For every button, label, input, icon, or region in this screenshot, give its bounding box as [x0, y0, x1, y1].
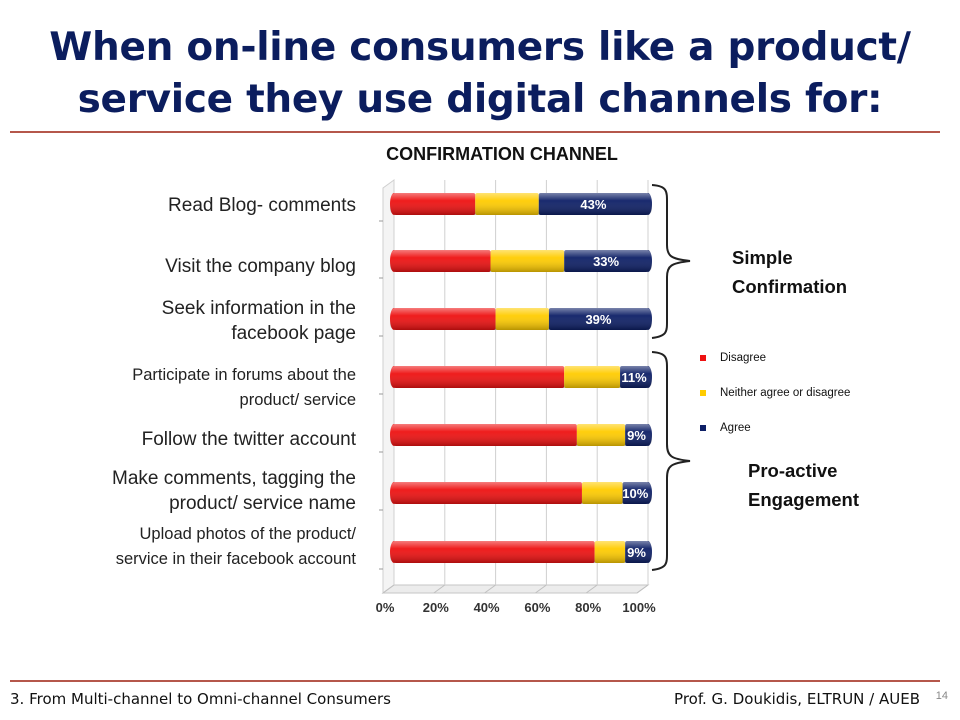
bar-row-forums	[390, 366, 652, 388]
chart-title: CONFIRMATION CHANNEL	[386, 144, 618, 164]
group-label-simple-confirmation: Simple Confirmation	[732, 243, 847, 301]
footer-author: Prof. G. Doukidis, ELTRUN / AUEB	[674, 690, 920, 708]
gridline-floor	[636, 584, 649, 594]
x-tick-label: 60%	[524, 600, 550, 615]
x-tick-label: 80%	[575, 600, 601, 615]
bar-shading	[390, 250, 652, 272]
gridline-floor	[433, 584, 446, 594]
gridline-floor	[484, 584, 496, 594]
slide-title: When on-line consumers like a product/ s…	[0, 22, 960, 126]
bar-row-comments	[390, 482, 652, 504]
group-label-line: Pro-active	[748, 460, 838, 481]
group-label-line: Confirmation	[732, 276, 848, 297]
legend-swatch	[700, 425, 706, 431]
data-label: 43%	[580, 197, 606, 212]
legend-label: Disagree	[720, 352, 767, 364]
data-label: 10%	[622, 486, 648, 501]
legend-swatch	[700, 390, 706, 396]
category-label-read-blog: Read Blog- comments	[168, 193, 356, 218]
bar-row-read-blog	[390, 193, 652, 215]
group-label-line: Engagement	[748, 489, 860, 510]
category-label-visit-blog: Visit the company blog	[165, 254, 356, 279]
category-label-line: Make comments, tagging the	[112, 468, 356, 489]
data-label: 33%	[593, 254, 619, 269]
category-label-comments: Make comments, tagging the product/ serv…	[112, 466, 356, 516]
bar-shading	[390, 541, 652, 563]
bar-shading	[390, 482, 652, 504]
footer-course-title: 3. From Multi-channel to Omni-channel Co…	[10, 690, 391, 708]
x-tick-label: 40%	[474, 600, 500, 615]
bar-row-photos	[390, 541, 652, 563]
data-label: 9%	[627, 545, 646, 560]
chart-labels: 0% 20% 40% 60% 80% 100% 43% 33% 39% 11% 9% 10% 9%	[376, 197, 656, 615]
bar-row-twitter	[390, 424, 652, 446]
page-number: 14	[935, 690, 948, 702]
category-label-facebook-page: Seek information in the facebook page	[162, 296, 356, 346]
bar-shading	[390, 193, 652, 215]
category-label-line: Participate in forums about the	[132, 366, 356, 384]
x-tick-label: 100%	[622, 600, 656, 615]
brace-proactive-engagement	[651, 351, 691, 571]
group-label-line: Simple	[732, 247, 793, 268]
category-label-line: Seek information in the	[161, 298, 356, 319]
category-label-forums: Participate in forums about the product/…	[132, 363, 356, 413]
bar-shading	[390, 366, 652, 388]
chart-floor	[381, 584, 650, 594]
data-label: 39%	[585, 312, 611, 327]
bar-row-visit-blog	[390, 250, 652, 272]
data-label: 9%	[627, 428, 646, 443]
category-label-line: service in their facebook account	[115, 550, 356, 568]
x-tick-label: 0%	[376, 600, 395, 615]
chart-bars	[390, 193, 652, 563]
legend-label: Agree	[720, 422, 751, 434]
category-label-line: Upload photos of the product/	[139, 525, 356, 543]
category-label-line: facebook page	[231, 323, 356, 344]
bar-shading	[390, 424, 652, 446]
data-label: 11%	[621, 370, 647, 385]
group-label-proactive-engagement: Pro-active Engagement	[748, 456, 859, 514]
category-label-line: product/ service name	[169, 493, 356, 514]
category-label-line: Read Blog- comments	[168, 195, 356, 216]
footer-divider	[10, 680, 940, 682]
category-label-line: Follow the twitter account	[141, 429, 356, 450]
title-divider	[10, 131, 940, 133]
slide-title-line-2: service they use digital channels for:	[77, 77, 883, 122]
category-label-line: Visit the company blog	[165, 256, 356, 277]
bar-row-facebook-page	[390, 308, 652, 330]
legend-swatch	[700, 355, 706, 361]
x-tick-label: 20%	[423, 600, 449, 615]
gridline-floor	[585, 584, 598, 594]
category-label-twitter: Follow the twitter account	[142, 427, 356, 452]
chart-grid	[379, 179, 650, 594]
gridline-floor	[382, 584, 395, 594]
brace-simple-confirmation	[651, 184, 691, 339]
bar-shading	[390, 308, 652, 330]
slide-title-line-1: When on-line consumers like a product/	[49, 25, 911, 70]
legend-label: Neither agree or disagree	[720, 387, 851, 399]
gridline-floor	[535, 584, 547, 594]
category-label-line: product/ service	[239, 391, 356, 409]
category-label-photos: Upload photos of the product/ service in…	[116, 522, 356, 572]
